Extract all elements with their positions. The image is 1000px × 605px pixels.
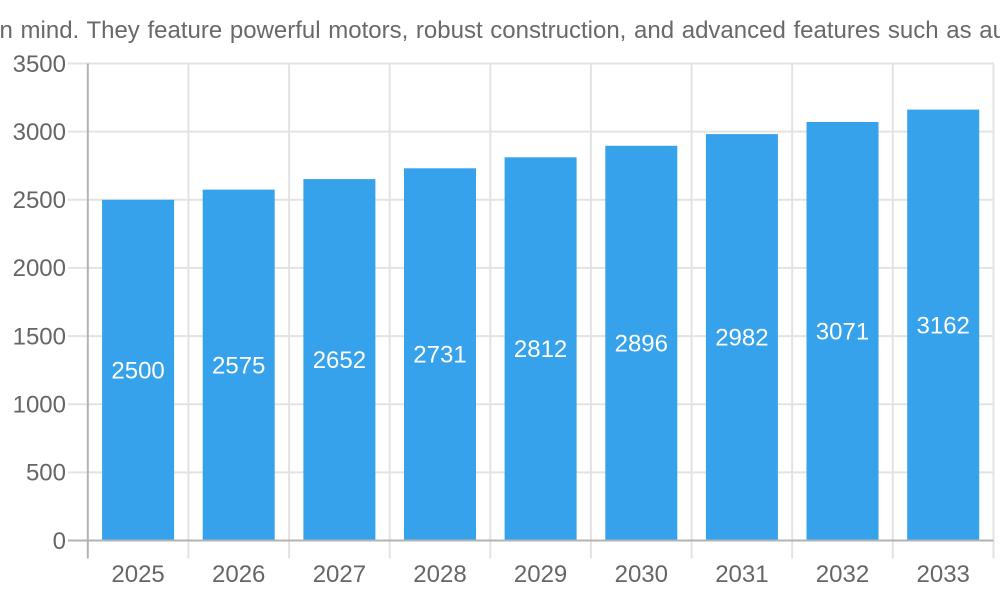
svg-text:2652: 2652 (313, 347, 366, 374)
svg-text:2500: 2500 (111, 357, 164, 384)
svg-text:1500: 1500 (13, 323, 66, 350)
svg-text:2030: 2030 (615, 561, 668, 588)
svg-text:3000: 3000 (13, 119, 66, 146)
svg-text:2000: 2000 (13, 255, 66, 282)
svg-text:1000: 1000 (13, 392, 66, 419)
svg-text:2026: 2026 (212, 561, 265, 588)
svg-text:2731: 2731 (413, 342, 466, 369)
svg-text:500: 500 (26, 460, 66, 487)
svg-text:2575: 2575 (212, 352, 265, 379)
svg-text:2029: 2029 (514, 561, 567, 588)
svg-text:2982: 2982 (715, 325, 768, 352)
svg-text:2896: 2896 (615, 330, 668, 357)
svg-text:2812: 2812 (514, 336, 567, 363)
svg-text:2500: 2500 (13, 187, 66, 214)
svg-text:2025: 2025 (111, 561, 164, 588)
svg-text:3162: 3162 (917, 312, 970, 339)
svg-text:0: 0 (53, 528, 66, 555)
svg-text:3500: 3500 (13, 51, 66, 78)
svg-text:2032: 2032 (816, 561, 869, 588)
svg-text:2028: 2028 (413, 561, 466, 588)
svg-text:2027: 2027 (313, 561, 366, 588)
svg-text:2031: 2031 (715, 561, 768, 588)
svg-text:2033: 2033 (917, 561, 970, 588)
svg-text:3071: 3071 (816, 319, 869, 346)
